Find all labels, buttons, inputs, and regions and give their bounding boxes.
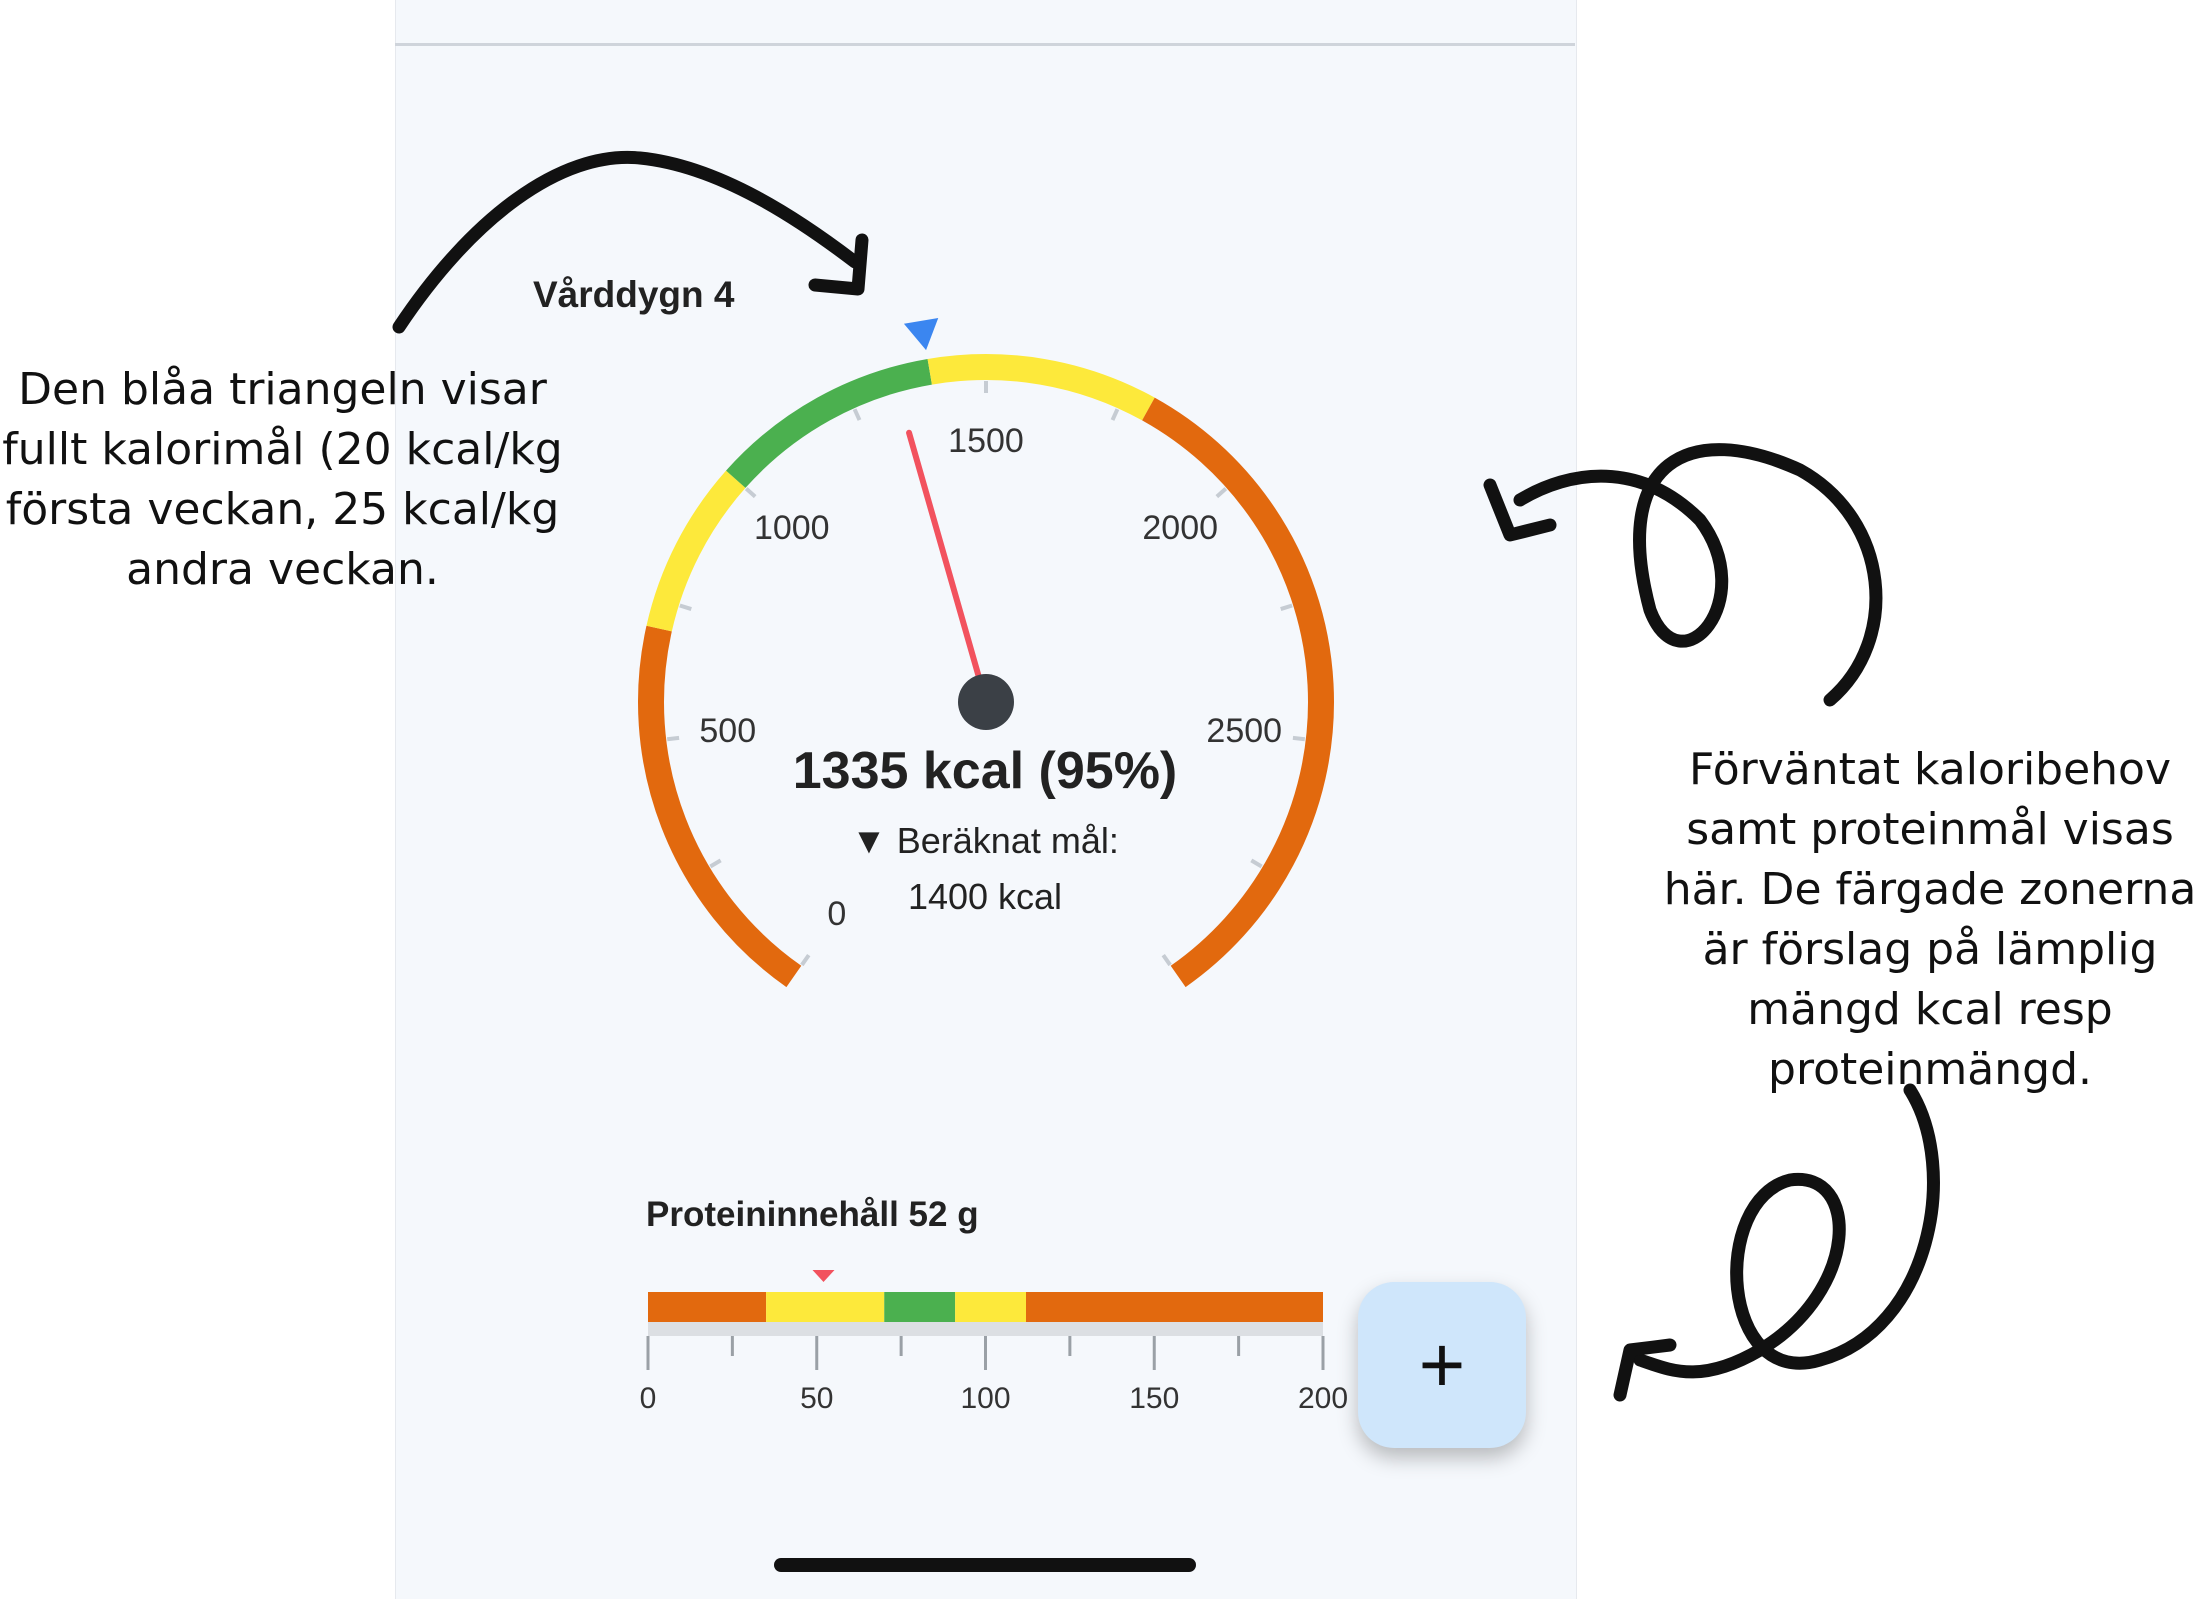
gauge-tick [852, 408, 862, 421]
annotation-line: här. De färgade zonerna [1663, 864, 2197, 915]
gauge-tick-label: 0 [827, 894, 847, 933]
kcal-value: 1335 kcal (95%) [792, 742, 1178, 800]
gauge-hub [958, 674, 1014, 730]
gauge-zone-3 [927, 354, 1155, 421]
annotation-line: mängd kcal resp [1747, 984, 2113, 1035]
gauge-tick-label: 2500 [1206, 712, 1283, 751]
gauge-zone-1 [646, 470, 746, 632]
gauge-tick-label: 1000 [753, 509, 830, 548]
protein-zone-0 [648, 1292, 767, 1322]
annotation-line: samt proteinmål visas [1686, 804, 2174, 855]
protein-tick-label: 100 [960, 1382, 1011, 1415]
annotation-target-marker: Den blåa triangeln visar fullt kalorimål… [0, 360, 565, 600]
gauge-zone-0 [638, 625, 802, 988]
annotation-line: Förväntat kaloribehov [1688, 744, 2172, 795]
gauge-tick [1292, 735, 1306, 742]
add-button[interactable]: + [1358, 1282, 1526, 1448]
protein-zone-1 [766, 1292, 885, 1322]
arrow-head-protein [1613, 1338, 1677, 1402]
protein-tick-label: 0 [639, 1382, 657, 1415]
protein-tick-label: 150 [1129, 1382, 1180, 1415]
home-indicator[interactable] [774, 1558, 1196, 1572]
annotation-line: andra veckan. [126, 544, 439, 595]
protein-tick-label: 50 [800, 1382, 834, 1415]
arrow-to-gauge [1513, 443, 1883, 707]
annotation-zones: Förväntat kaloribehov samt proteinmål vi… [1660, 740, 2200, 1100]
protein-tick-label: 200 [1297, 1382, 1349, 1415]
arrow-head-left [808, 233, 869, 296]
arrow-to-protein [1633, 1083, 1940, 1379]
day-label: Vårddygn 4 [533, 274, 735, 315]
gauge-tick [1280, 603, 1293, 611]
plus-icon: + [1418, 1320, 1466, 1409]
gauge-zone-4 [1142, 397, 1334, 988]
gauge-tick [1250, 858, 1263, 869]
header-divider [395, 43, 1575, 46]
gauge-needle [906, 429, 989, 705]
protein-zone-3 [955, 1292, 1026, 1322]
gauge-tick [744, 487, 757, 499]
gauge-tick-label: 500 [699, 712, 757, 751]
protein-zone-4 [1026, 1292, 1323, 1322]
goal-label: ▼ Beräknat mål: [851, 820, 1119, 861]
goal-value: 1400 kcal [907, 876, 1063, 917]
gauge-zone-2 [726, 358, 933, 488]
gauge-tick [1161, 953, 1172, 967]
gauge-tick [1215, 487, 1228, 499]
gauge-tick [800, 953, 811, 967]
annotation-line: första veckan, 25 kcal/kg [5, 484, 560, 535]
protein-value-marker-icon [812, 1270, 835, 1282]
annotation-line: Den blåa triangeln visar [18, 364, 547, 415]
gauge-tick-label: 2000 [1142, 509, 1219, 548]
target-marker-icon [903, 317, 939, 351]
annotation-line: är förslag på lämplig [1702, 924, 2158, 975]
gauge-tick [679, 603, 692, 611]
protein-zone-2 [884, 1292, 956, 1322]
arrow-head-gauge [1483, 478, 1557, 542]
gauge-tick [709, 858, 722, 869]
annotation-line: fullt kalorimål (20 kcal/kg [2, 424, 563, 475]
protein-track [648, 1322, 1323, 1336]
gauge-tick [1110, 408, 1120, 421]
gauge-tick-label: 1500 [948, 422, 1024, 460]
protein-label: Proteininnehåll 52 g [646, 1195, 979, 1234]
annotation-line: proteinmängd. [1768, 1044, 2092, 1095]
arrow-to-target-marker [392, 150, 862, 334]
gauge-tick [666, 735, 680, 742]
